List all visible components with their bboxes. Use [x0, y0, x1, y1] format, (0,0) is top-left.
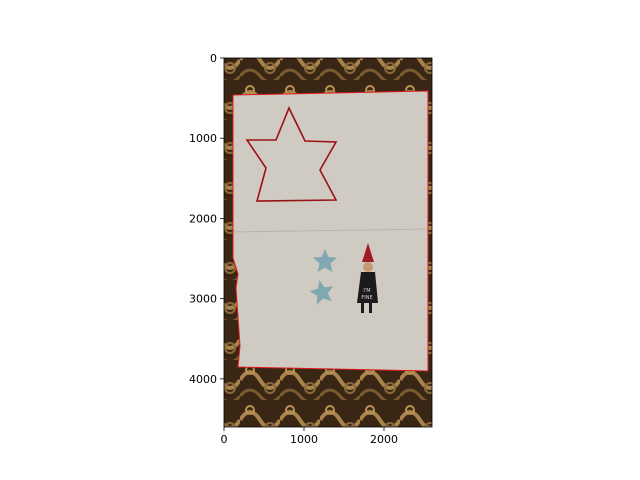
svg-text:I'M: I'M [363, 288, 370, 294]
small-star-bottom [309, 280, 334, 305]
figurine-magnet: I'M FINE [357, 243, 378, 313]
x-tick-label: 2000 [370, 433, 398, 446]
paper-contour [232, 90, 429, 372]
y-tick-label: 1000 [189, 132, 217, 145]
y-tick-label: 0 [210, 52, 217, 65]
y-tick-label: 3000 [189, 293, 217, 306]
svg-text:FINE: FINE [361, 295, 372, 301]
photo: I'M FINE [224, 58, 432, 427]
large-star-outline [245, 106, 338, 202]
paper-fold [232, 228, 429, 233]
y-axis: 0 1000 2000 3000 4000 [189, 52, 224, 386]
axes-frame [223, 57, 433, 428]
y-tick-label: 4000 [189, 373, 217, 386]
y-tick-label: 2000 [189, 212, 217, 225]
x-tick-label: 0 [221, 433, 228, 446]
x-axis: 0 1000 2000 [221, 427, 398, 446]
x-tick-label: 1000 [290, 433, 318, 446]
small-star-top [313, 249, 337, 272]
